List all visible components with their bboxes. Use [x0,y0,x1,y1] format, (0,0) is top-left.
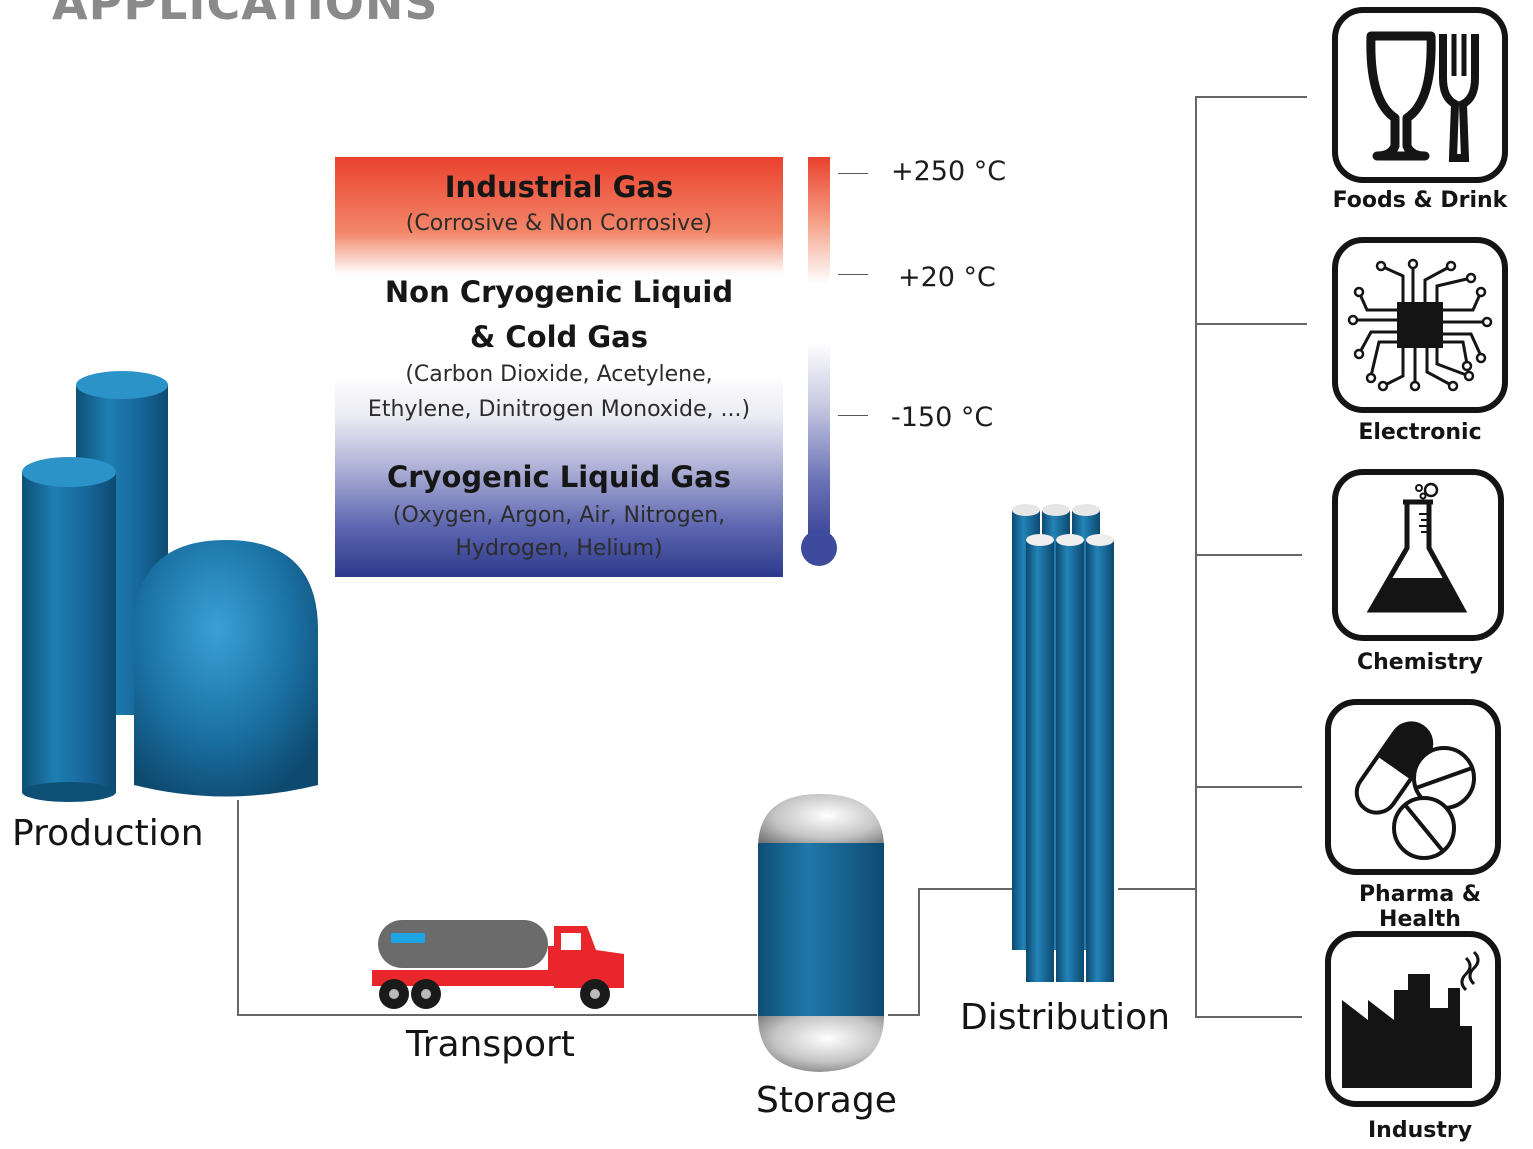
branch-pharma [1195,786,1302,788]
thermometer-tick-low [838,415,868,416]
branch-chemistry [1195,554,1302,556]
temp-label-mid: +20 °C [898,262,996,293]
glass-fork-icon [1332,7,1508,183]
industrial-gas-subtitle: (Corrosive & Non Corrosive) [405,211,713,236]
stage-transport-label: Transport [406,1024,575,1065]
connector-storage-up [918,888,920,1016]
cryogenic-title: Cryogenic Liquid Gas [387,460,731,494]
app-label-electronic: Electronic [1358,420,1482,445]
branch-industry [1195,1016,1302,1018]
gas-category-panel: Industrial Gas (Corrosive & Non Corrosiv… [335,157,783,577]
industrial-gas-title: Industrial Gas [444,170,674,204]
thermometer-tick-high [838,173,868,174]
branch-foods [1195,96,1307,98]
distribution-cylinders-illustration [1012,504,1114,982]
connector-production-down [237,800,239,1016]
connector-production-storage [237,1014,757,1016]
page-title: APPLICATIONS [52,0,439,30]
connector-distribution-tree [1118,888,1196,890]
pills-icon [1325,699,1501,875]
tanker-truck-illustration [372,920,624,1009]
app-label-industry: Industry [1367,1118,1473,1143]
non-cryogenic-title-2: & Cold Gas [469,320,649,354]
cryogenic-subtitle-1: (Oxygen, Argon, Air, Nitrogen, [392,503,726,528]
cryogenic-subtitle-2: Hydrogen, Helium) [455,536,663,561]
storage-tank-illustration [758,794,884,1072]
non-cryogenic-subtitle-2: Ethylene, Dinitrogen Monoxide, ...) [367,397,751,422]
connector-storage-right [888,1014,920,1016]
stage-production-label: Production [12,813,204,854]
temp-label-high: +250 °C [891,156,1007,187]
app-label-foods: Foods & Drink [1332,188,1508,213]
flask-icon [1332,469,1504,641]
app-label-chemistry: Chemistry [1357,650,1483,675]
thermometer-tick-mid [838,274,868,275]
temp-label-low: -150 °C [891,402,994,433]
app-label-pharma: Pharma & Health [1358,882,1482,932]
circuit-chip-icon [1332,237,1508,413]
stage-storage-label: Storage [756,1080,897,1121]
thermometer-bar [808,157,830,542]
thermometer-bulb [801,530,837,566]
non-cryogenic-title-1: Non Cryogenic Liquid [384,275,734,309]
stage-distribution-label: Distribution [960,997,1171,1038]
non-cryogenic-subtitle-1: (Carbon Dioxide, Acetylene, [405,362,713,387]
production-tanks-illustration [22,371,318,802]
connector-storage-distribution [918,888,1014,890]
branch-electronic [1195,323,1307,325]
connector-tree-trunk [1195,96,1197,1018]
factory-icon [1325,931,1501,1107]
